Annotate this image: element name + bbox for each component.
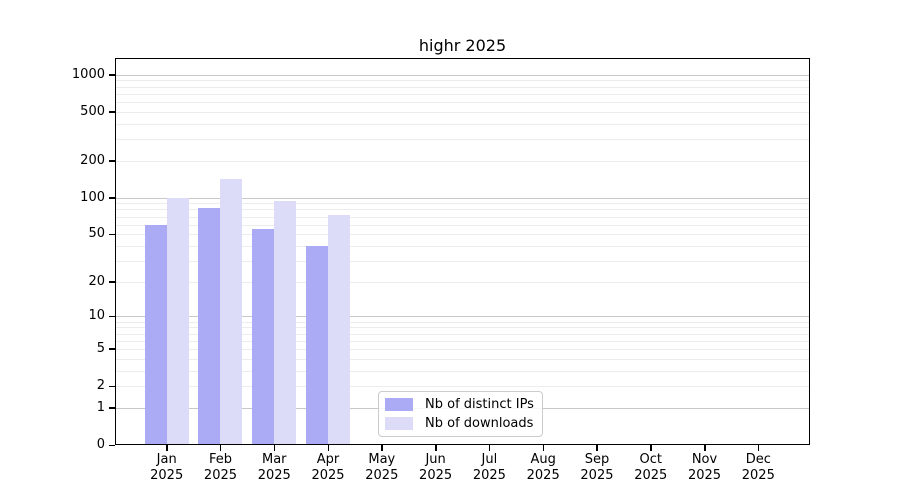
y-tick-mark bbox=[109, 385, 115, 388]
y-tick-label-50: 50 bbox=[88, 226, 105, 242]
gridline-minor bbox=[116, 209, 809, 211]
legend-label-downloads: Nb of downloads bbox=[425, 416, 534, 431]
legend-label-distinct-ips: Nb of distinct IPs bbox=[425, 397, 534, 412]
y-tick-mark bbox=[109, 348, 115, 350]
legend-item-downloads: Nb of downloads bbox=[385, 416, 536, 431]
y-tick-label-0: 0 bbox=[96, 437, 105, 452]
y-tick-mark bbox=[109, 111, 115, 113]
gridline-major bbox=[116, 316, 809, 318]
x-tick-label-sep: Sep 2025 bbox=[580, 452, 614, 483]
bar-distinct-ips-jan bbox=[144, 224, 167, 444]
y-tick-mark bbox=[109, 444, 115, 446]
y-tick-label-1000: 1000 bbox=[71, 66, 105, 82]
chart-title: highr 2025 bbox=[418, 36, 507, 55]
x-tick-mark bbox=[704, 445, 706, 451]
y-tick-mark bbox=[109, 233, 115, 236]
gridline-minor bbox=[116, 111, 809, 113]
y-tick-mark bbox=[109, 197, 115, 199]
x-tick-label-nov: Nov 2025 bbox=[687, 452, 722, 483]
legend-item-distinct-ips: Nb of distinct IPs bbox=[385, 397, 536, 412]
gridline-minor bbox=[116, 348, 809, 350]
gridline-minor bbox=[116, 80, 809, 82]
y-tick-mark bbox=[109, 315, 115, 318]
gridline-minor bbox=[116, 327, 809, 329]
x-tick-mark bbox=[435, 445, 437, 451]
gridline-minor bbox=[116, 160, 809, 162]
x-tick-label-may: May 2025 bbox=[365, 452, 399, 483]
y-tick-label-100: 100 bbox=[80, 189, 105, 205]
bar-downloads-jan bbox=[166, 197, 189, 444]
y-tick-label-1: 1 bbox=[96, 399, 105, 415]
x-tick-label-apr: Apr 2025 bbox=[311, 452, 345, 483]
x-tick-label-oct: Oct 2025 bbox=[634, 452, 668, 483]
gridline-major bbox=[116, 74, 809, 76]
gridline-minor bbox=[116, 245, 809, 247]
bar-downloads-mar bbox=[274, 200, 297, 444]
gridline-minor bbox=[116, 260, 809, 262]
gridline-minor bbox=[116, 224, 809, 226]
gridline-minor bbox=[116, 333, 809, 335]
legend-swatch-distinct-ips-icon bbox=[385, 398, 413, 411]
gridline-minor bbox=[116, 386, 809, 388]
x-tick-mark bbox=[542, 445, 545, 451]
x-tick-label-feb: Feb 2025 bbox=[203, 452, 238, 483]
gridline-minor bbox=[116, 203, 809, 205]
x-tick-label-jun: Jun 2025 bbox=[419, 452, 453, 483]
x-tick-mark bbox=[219, 445, 222, 451]
legend-swatch-downloads-icon bbox=[385, 417, 413, 430]
y-tick-label-5: 5 bbox=[96, 340, 105, 356]
bar-downloads-apr bbox=[328, 215, 351, 444]
gridline-minor bbox=[116, 340, 809, 342]
gridline-major bbox=[116, 197, 809, 199]
bar-distinct-ips-mar bbox=[252, 229, 275, 444]
gridline-minor bbox=[116, 123, 809, 125]
x-tick-mark bbox=[273, 445, 276, 451]
gridline-minor bbox=[116, 321, 809, 323]
x-tick-mark bbox=[381, 445, 383, 451]
x-tick-label-jan: Jan 2025 bbox=[150, 452, 184, 483]
gridline-minor bbox=[116, 234, 809, 236]
y-tick-label-500: 500 bbox=[80, 103, 105, 119]
y-tick-mark bbox=[109, 281, 115, 283]
bar-distinct-ips-feb bbox=[198, 207, 221, 444]
x-tick-mark bbox=[596, 445, 598, 451]
x-tick-mark bbox=[488, 445, 491, 451]
bar-downloads-feb bbox=[220, 178, 243, 444]
gridline-minor bbox=[116, 281, 809, 283]
gridline-minor bbox=[116, 139, 809, 141]
x-tick-mark bbox=[650, 445, 652, 451]
gridline-minor bbox=[116, 86, 809, 88]
gridline-minor bbox=[116, 93, 809, 95]
bar-distinct-ips-apr bbox=[306, 245, 329, 444]
x-tick-mark bbox=[166, 445, 168, 451]
x-tick-label-aug: Aug 2025 bbox=[526, 452, 560, 483]
gridline-minor bbox=[116, 102, 809, 104]
y-tick-label-2: 2 bbox=[96, 378, 105, 394]
y-tick-label-10: 10 bbox=[88, 308, 105, 324]
gridline-minor bbox=[116, 358, 809, 360]
y-tick-label-200: 200 bbox=[80, 152, 105, 168]
x-tick-label-dec: Dec 2025 bbox=[741, 452, 775, 483]
y-tick-mark bbox=[109, 160, 115, 162]
gridline-minor bbox=[116, 370, 809, 372]
legend: Nb of distinct IPs Nb of downloads bbox=[378, 391, 543, 437]
x-tick-mark bbox=[757, 445, 760, 451]
plot-border bbox=[115, 58, 810, 445]
y-tick-label-20: 20 bbox=[88, 273, 105, 289]
x-tick-label-mar: Mar 2025 bbox=[257, 452, 291, 483]
y-tick-mark bbox=[109, 407, 115, 409]
x-tick-mark bbox=[327, 445, 330, 451]
gridline-minor bbox=[116, 216, 809, 218]
y-tick-mark bbox=[109, 74, 115, 76]
x-tick-label-jul: Jul 2025 bbox=[472, 452, 506, 483]
